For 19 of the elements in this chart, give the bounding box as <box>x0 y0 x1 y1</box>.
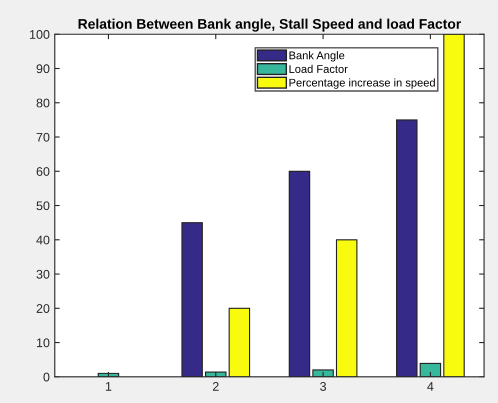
y-tick-label: 40 <box>36 236 50 244</box>
y-tick-label: 60 <box>36 167 50 176</box>
y-tick-label: 50 <box>36 201 50 210</box>
y-tick-label: 10 <box>36 338 50 348</box>
y-tick-label: 70 <box>36 132 50 142</box>
legend-label: Bank Angle <box>289 51 344 62</box>
y-tick-label: 30 <box>36 270 50 279</box>
y-tick-label: 90 <box>36 64 50 74</box>
x-tick-label: 1 <box>106 382 112 391</box>
chart-title: Relation Between Bank angle, Stall Speed and load Factor <box>78 18 462 32</box>
y-tick-label: 100 <box>30 30 50 39</box>
legend-label: Load Factor <box>289 64 348 73</box>
x-tick-label: 4 <box>427 382 434 391</box>
y-tick-label: 0 <box>43 372 50 382</box>
y-tick-label: 20 <box>36 304 50 313</box>
x-tick-label: 3 <box>320 382 326 391</box>
legend-label: Percentage increase in speed <box>289 78 435 89</box>
y-tick-label: 80 <box>36 98 50 108</box>
x-tick-label: 2 <box>212 382 219 391</box>
